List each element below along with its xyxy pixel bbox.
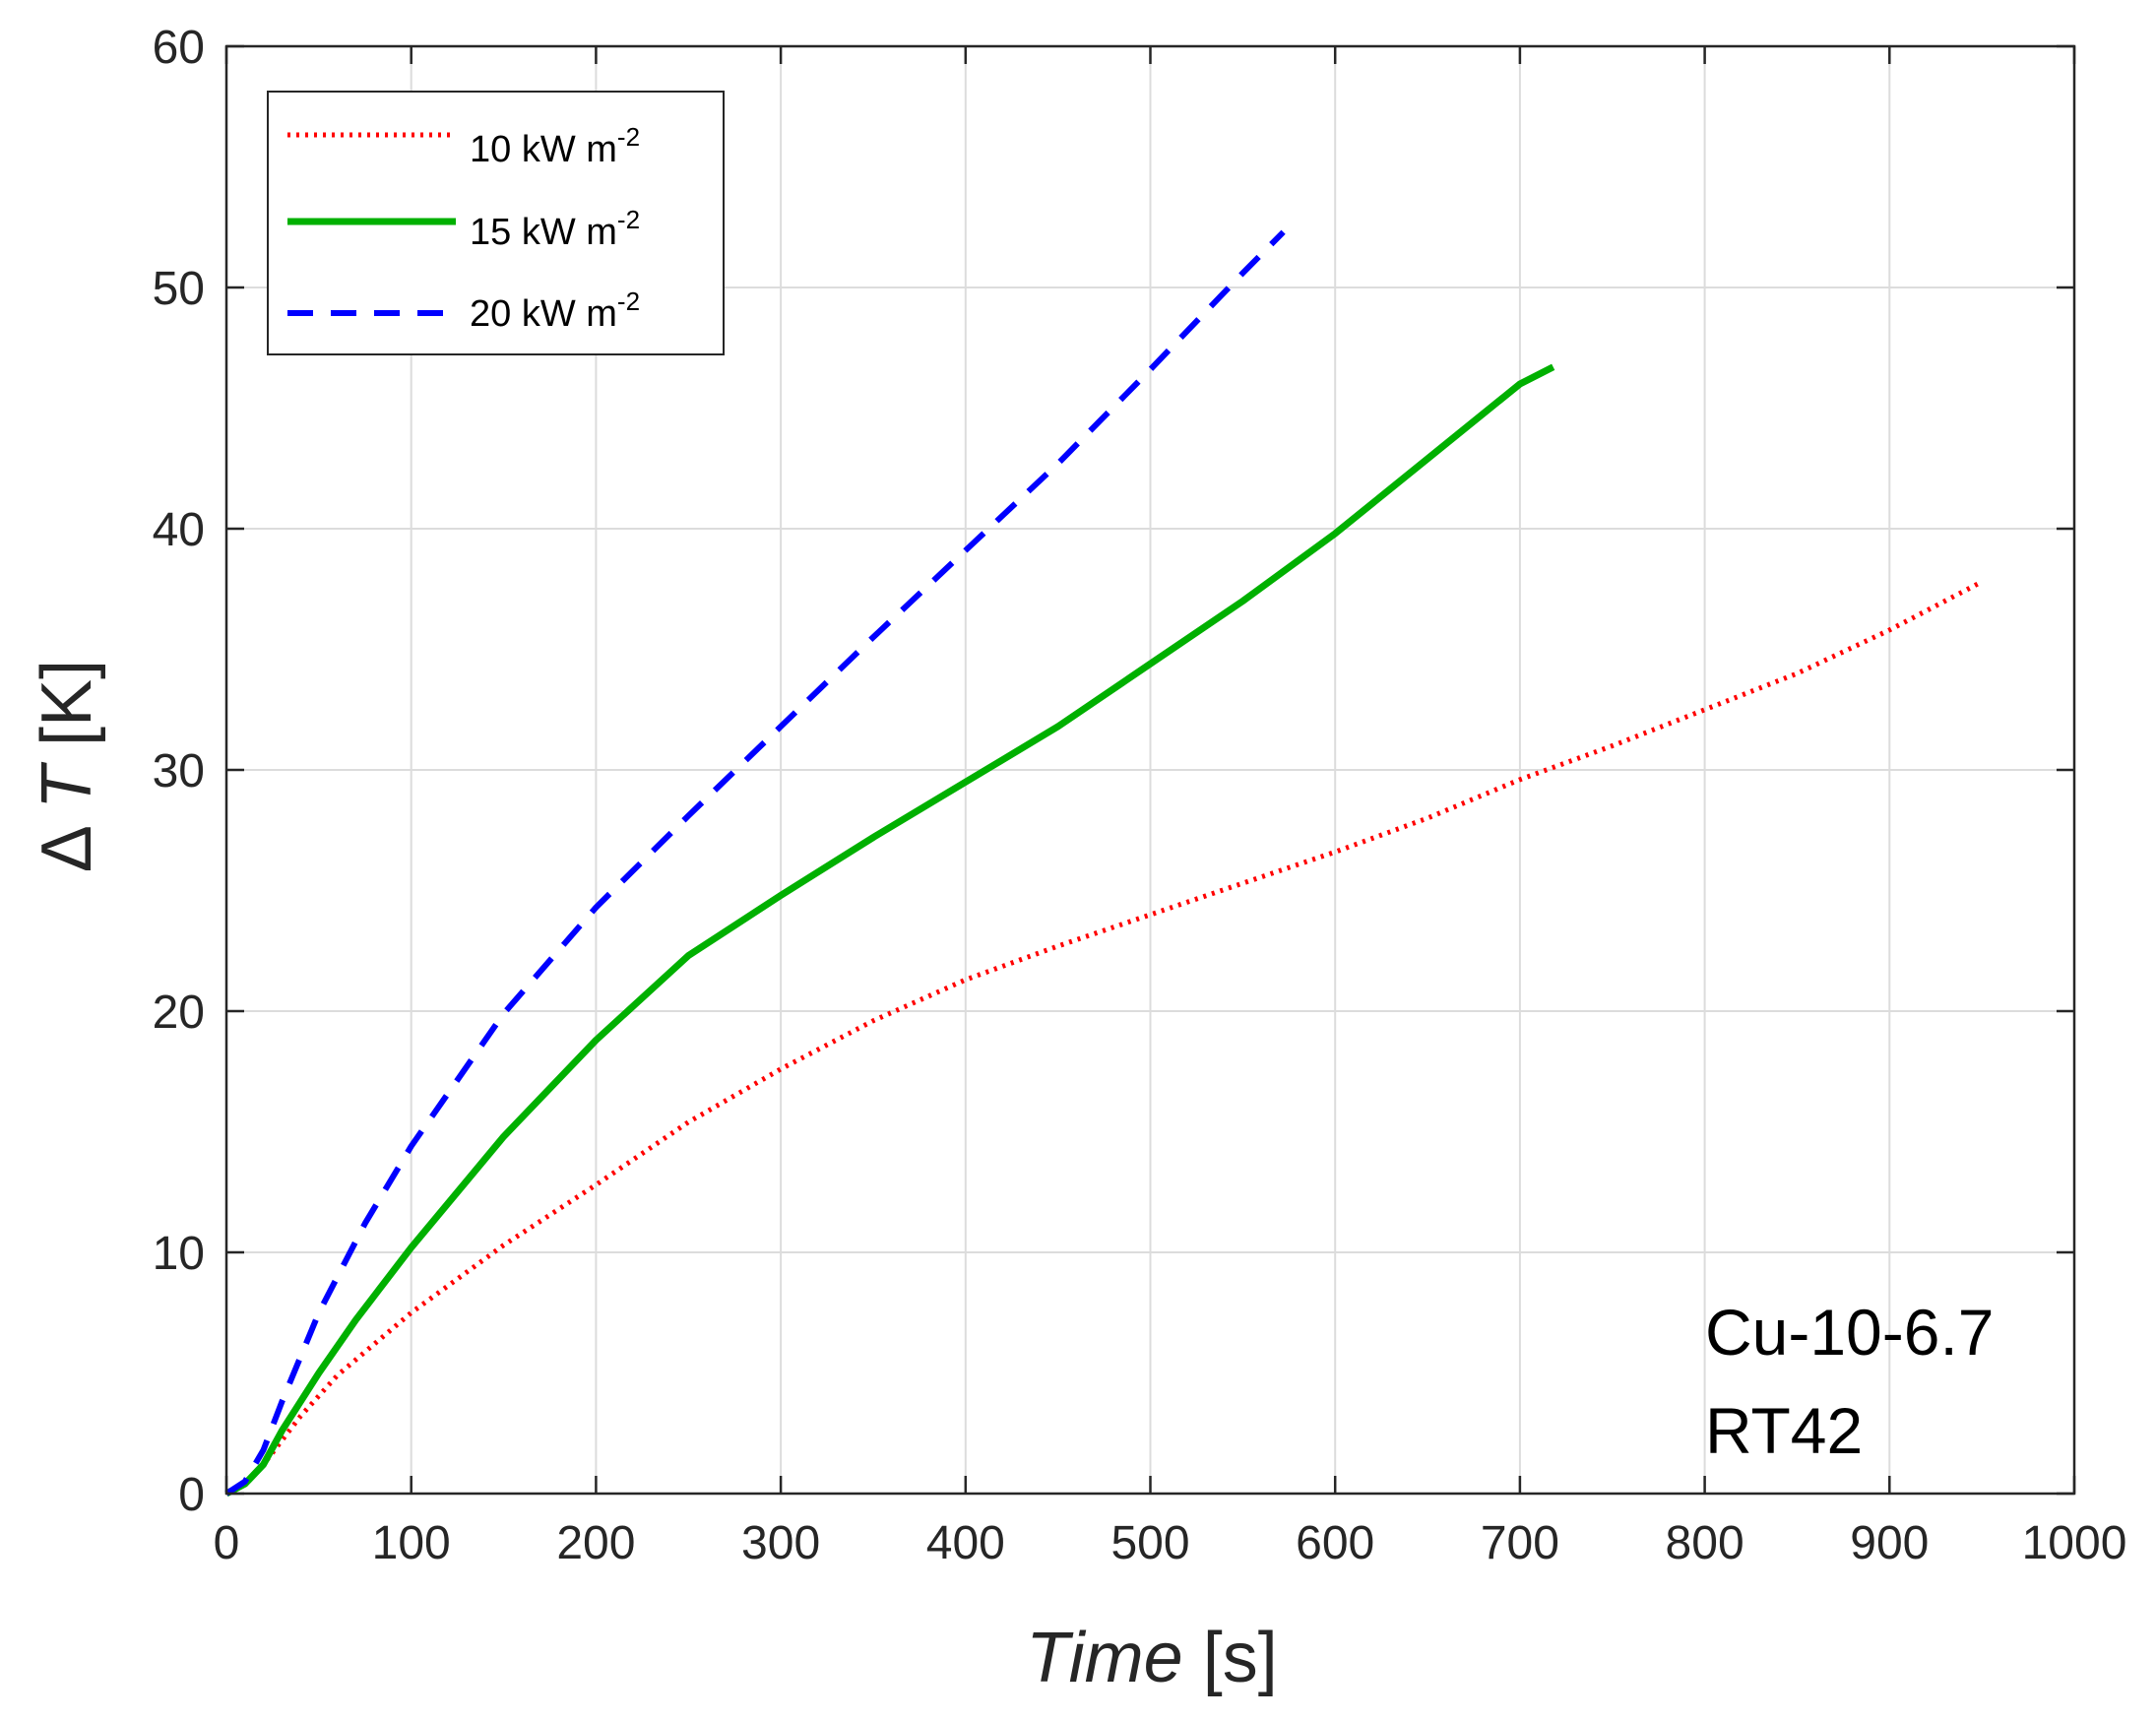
legend-label-15: 15 kW m-2	[470, 205, 640, 253]
annotation-sample: Cu-10-6.7	[1705, 1296, 1995, 1369]
y-tick-label: 60	[153, 22, 205, 74]
x-tick-label: 400	[926, 1517, 1005, 1569]
y-axis-label: Δ T [K]	[28, 660, 106, 872]
x-tick-label: 600	[1296, 1517, 1374, 1569]
y-tick-label: 40	[153, 504, 205, 556]
y-tick-label: 50	[153, 263, 205, 315]
x-tick-label: 0	[214, 1517, 240, 1569]
x-tick-label: 700	[1481, 1517, 1559, 1569]
x-tick-label: 100	[372, 1517, 451, 1569]
y-tick-label: 20	[153, 987, 205, 1039]
x-tick-label: 900	[1850, 1517, 1929, 1569]
legend: 10 kW m-2 15 kW m-2 20 kW m-2	[267, 91, 725, 355]
axis-ticks	[224, 44, 2076, 1496]
y-tick-label: 0	[178, 1469, 205, 1521]
legend-label-10: 10 kW m-2	[470, 122, 640, 170]
x-tick-label: 500	[1110, 1517, 1189, 1569]
y-tick-labels: 0 10 20 30 40 50 60	[153, 22, 205, 1521]
series-layer	[224, 229, 1984, 1498]
x-tick-label: 800	[1666, 1517, 1744, 1569]
x-tick-label: 1000	[2022, 1517, 2127, 1569]
series-line-20	[224, 229, 1286, 1497]
annotation-material: RT42	[1705, 1394, 1863, 1467]
y-tick-label: 10	[153, 1228, 205, 1280]
x-axis-label: Time [s]	[1026, 1619, 1277, 1697]
y-tick-label: 30	[153, 745, 205, 797]
legend-label-20: 20 kW m-2	[470, 287, 640, 335]
x-tick-labels: 0 100 200 300 400 500 600 700 800 900 1000	[214, 1517, 2127, 1569]
series-line-15	[224, 363, 1555, 1498]
x-tick-label: 300	[741, 1517, 820, 1569]
x-tick-label: 200	[556, 1517, 635, 1569]
